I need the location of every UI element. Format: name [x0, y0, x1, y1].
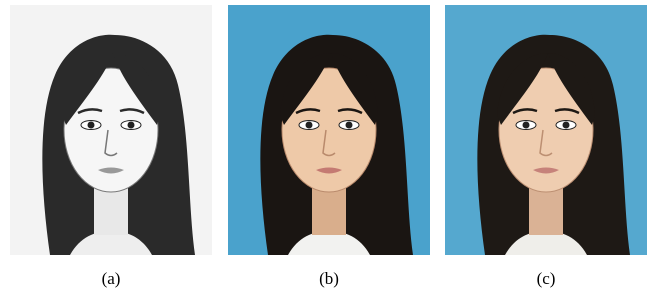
figure: (a) (b) (c) [0, 0, 657, 295]
panel-c [445, 5, 647, 255]
panel-b [228, 5, 430, 255]
caption-a: (a) [102, 269, 121, 288]
photo-image [228, 5, 430, 255]
sketch-image [10, 5, 212, 255]
caption-c: (c) [537, 269, 556, 288]
caption-b: (b) [319, 269, 339, 288]
panel-a [10, 5, 212, 255]
synthesized-image [445, 5, 647, 255]
